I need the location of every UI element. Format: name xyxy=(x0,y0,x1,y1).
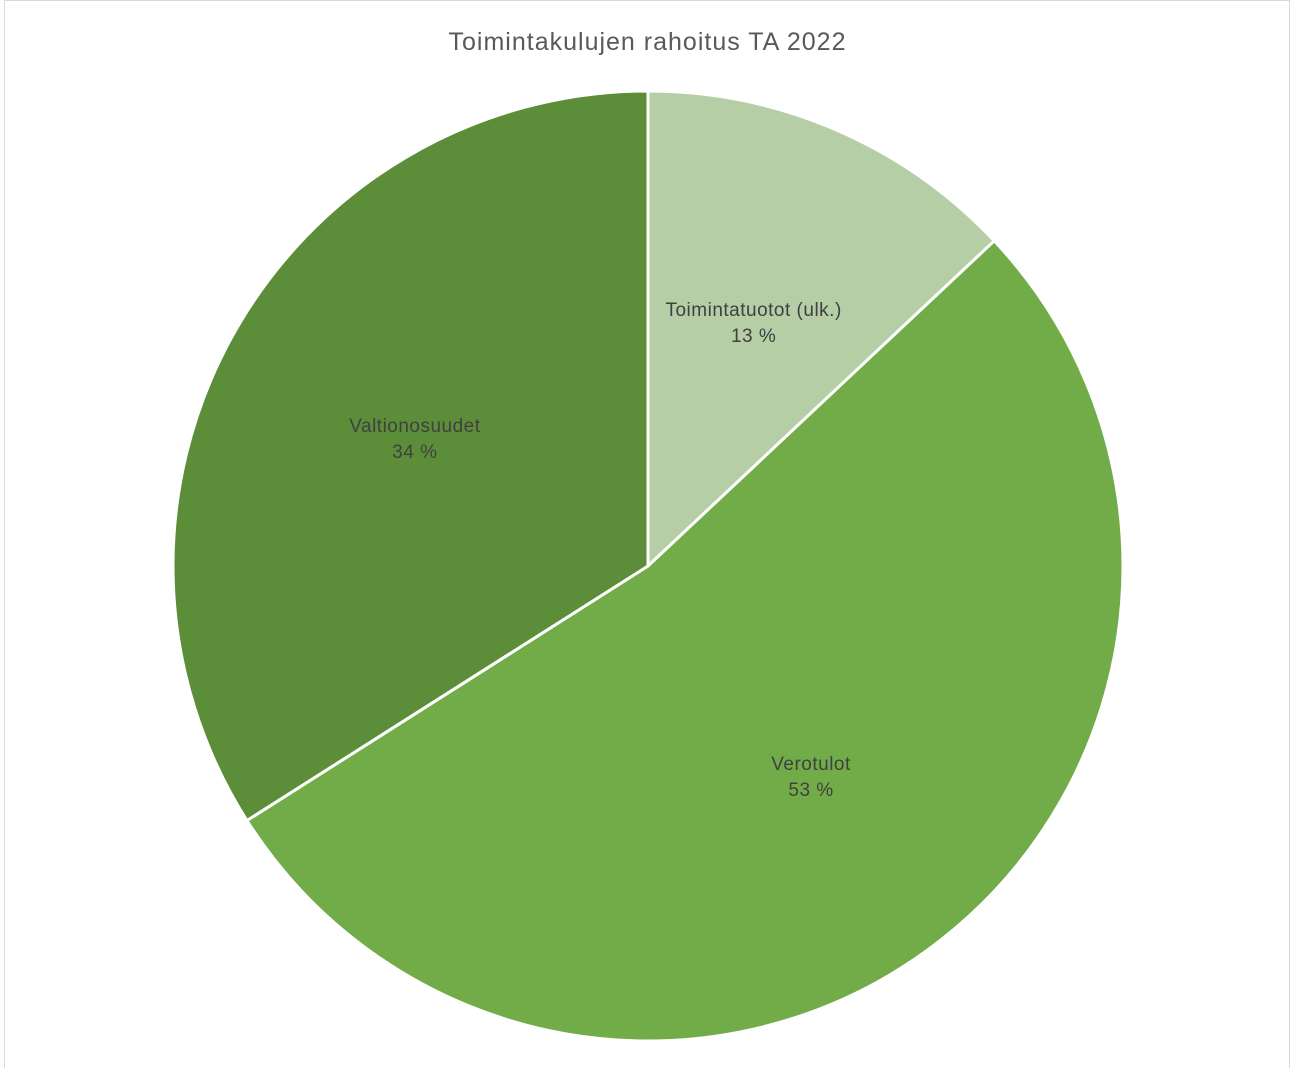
chart-title: Toimintakulujen rahoitus TA 2022 xyxy=(448,28,847,56)
pie-data-labels: Toimintatuotot (ulk.) 13 % Verotulot 53 % Va… xyxy=(349,300,851,801)
pie-slice-valtionosuudet xyxy=(171,89,650,823)
pie-slice-toimintatuotot-ulk xyxy=(646,89,996,568)
pie-slice-verotulot xyxy=(245,239,1125,1043)
slice-category-label: Verotulot xyxy=(771,754,851,775)
slice-value-label: 53 % xyxy=(788,780,833,801)
pie-slices xyxy=(171,89,1125,1043)
slice-value-label: 34 % xyxy=(392,442,437,463)
slice-category-label: Valtionosuudet xyxy=(349,416,481,437)
slice-category-label: Toimintatuotot (ulk.) xyxy=(665,300,841,321)
slice-value-label: 13 % xyxy=(731,326,776,347)
